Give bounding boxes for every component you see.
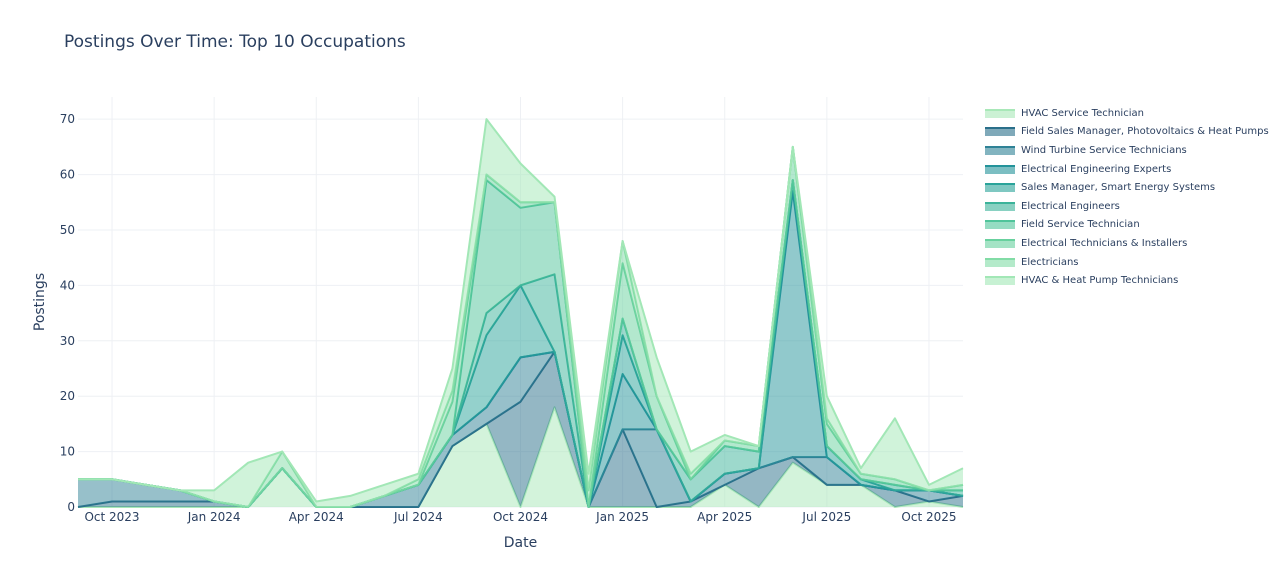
x-axis-label: Date	[504, 535, 537, 551]
legend-label: Field Sales Manager, Photovoltaics & Hea…	[1021, 126, 1269, 138]
legend-label: Field Service Technician	[1021, 219, 1140, 231]
legend-item[interactable]: Wind Turbine Service Technicians	[985, 141, 1269, 160]
y-tick-label: 60	[60, 168, 75, 182]
x-tick-label: Apr 2025	[697, 510, 752, 524]
legend-swatch	[985, 201, 1015, 211]
legend-label: Sales Manager, Smart Energy Systems	[1021, 182, 1216, 194]
legend-swatch	[985, 257, 1015, 267]
legend-item[interactable]: Field Sales Manager, Photovoltaics & Hea…	[985, 123, 1269, 142]
x-tick-label: Oct 2023	[84, 510, 139, 524]
legend-label: Electrical Engineers	[1021, 200, 1120, 212]
y-tick-label: 50	[60, 223, 75, 237]
chart-title: Postings Over Time: Top 10 Occupations	[64, 32, 406, 52]
legend-swatch	[985, 238, 1015, 248]
legend-item[interactable]: Field Service Technician	[985, 216, 1269, 235]
legend-label: HVAC Service Technician	[1021, 107, 1144, 119]
y-tick-label: 20	[60, 389, 75, 403]
area-2	[78, 351, 963, 507]
legend-swatch	[985, 127, 1015, 137]
y-axis-label: Postings	[32, 273, 48, 331]
legend-item[interactable]: HVAC Service Technician	[985, 104, 1269, 123]
legend-swatch	[985, 145, 1015, 155]
x-tick-label: Oct 2025	[901, 510, 956, 524]
area-4	[78, 180, 963, 508]
x-tick-label: Jul 2024	[393, 510, 443, 524]
legend-label: Electrical Technicians & Installers	[1021, 237, 1188, 249]
x-tick-label: Jan 2025	[595, 510, 649, 524]
legend: HVAC Service Technician Field Sales Manag…	[985, 104, 1269, 290]
x-tick-label: Oct 2024	[493, 510, 548, 524]
legend-swatch	[985, 220, 1015, 230]
legend-swatch	[985, 164, 1015, 174]
legend-label: HVAC & Heat Pump Technicians	[1021, 275, 1179, 287]
legend-label: Electrical Engineering Experts	[1021, 163, 1172, 175]
area-9	[78, 119, 963, 507]
legend-swatch	[985, 183, 1015, 193]
legend-item[interactable]: Sales Manager, Smart Energy Systems	[985, 178, 1269, 197]
y-tick-label: 0	[67, 500, 75, 514]
y-tick-label: 70	[60, 112, 75, 126]
area-0	[78, 407, 963, 507]
y-tick-label: 10	[60, 445, 75, 459]
y-tick-label: 30	[60, 334, 75, 348]
x-tick-label: Jan 2024	[187, 510, 241, 524]
series-line-9	[78, 118, 964, 503]
legend-item[interactable]: Electrical Technicians & Installers	[985, 234, 1269, 253]
legend-swatch	[985, 276, 1015, 286]
area-1	[78, 351, 963, 507]
x-tick-label: Jul 2025	[801, 510, 851, 524]
area-3	[78, 191, 963, 507]
legend-swatch	[985, 108, 1015, 118]
y-tick-label: 40	[60, 278, 75, 292]
legend-item[interactable]: HVAC & Heat Pump Technicians	[985, 271, 1269, 290]
legend-item[interactable]: Electrical Engineers	[985, 197, 1269, 216]
legend-label: Electricians	[1021, 256, 1079, 268]
area-6	[78, 180, 963, 508]
x-tick-label: Apr 2024	[289, 510, 344, 524]
legend-item[interactable]: Electrical Engineering Experts	[985, 160, 1269, 179]
legend-item[interactable]: Electricians	[985, 253, 1269, 272]
legend-label: Wind Turbine Service Technicians	[1021, 144, 1187, 156]
